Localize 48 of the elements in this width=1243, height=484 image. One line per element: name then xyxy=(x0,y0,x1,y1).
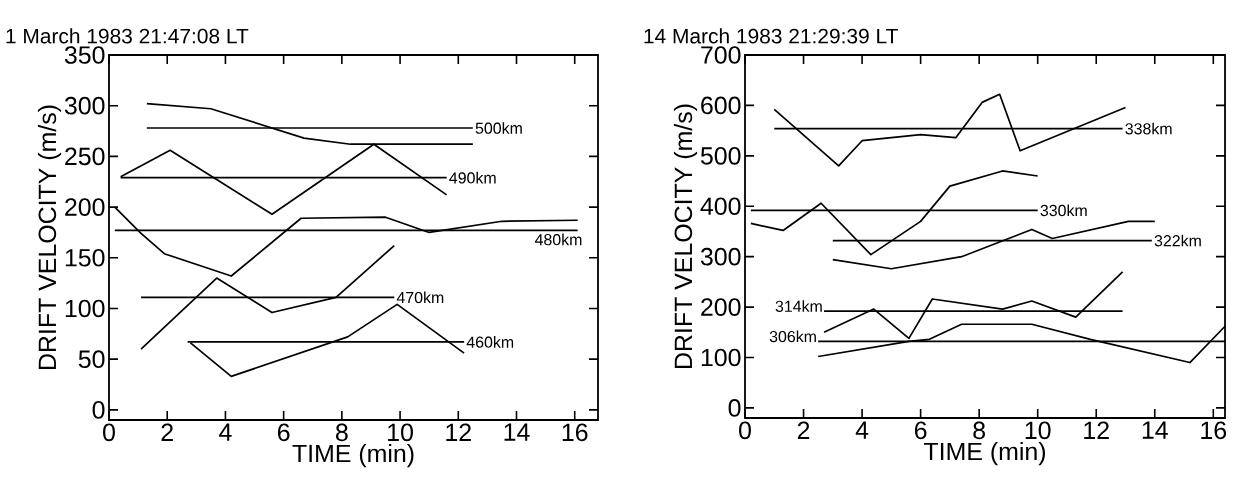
x-tick-label: 10 xyxy=(388,423,413,442)
y-tick-label: 50 xyxy=(78,350,105,368)
x-tick-label: 4 xyxy=(219,423,232,441)
y-tick-label: 400 xyxy=(700,197,741,216)
y-tick-label: 300 xyxy=(64,96,105,115)
annotation: 306km xyxy=(769,330,816,343)
y-tick-label: 200 xyxy=(65,198,105,216)
y-tick-label: 600 xyxy=(701,96,741,115)
chart-title: 14 March 1983 21:29:39 LT xyxy=(644,28,898,44)
y-tick-label: 300 xyxy=(700,247,741,266)
y-tick-label: 100 xyxy=(701,348,741,367)
y-tick-label: 200 xyxy=(701,298,741,316)
y-axis-title: DRIFT VELOCITY (m/s) xyxy=(673,104,698,368)
annotation: 330km xyxy=(1040,204,1087,217)
x-tick-label: 14 xyxy=(1142,421,1168,439)
y-tick-label: 500 xyxy=(700,147,741,165)
annotation: 322km xyxy=(1154,234,1201,247)
chart-title: 1 March 1983 21:47:08 LT xyxy=(6,28,249,44)
y-tick-label: 0 xyxy=(92,401,105,419)
x-axis-title: TIME (min) xyxy=(924,441,1046,466)
x-tick-label: 12 xyxy=(1084,421,1109,439)
annotation: 480km xyxy=(534,233,582,246)
x-tick-label: 2 xyxy=(797,421,810,439)
y-tick-label: 150 xyxy=(65,248,105,267)
x-axis-title: TIME (min) xyxy=(292,443,414,468)
annotation: 470km xyxy=(396,291,444,304)
y-tick-label: 0 xyxy=(728,399,741,417)
x-tick-label: 6 xyxy=(914,421,927,440)
annotation: 338km xyxy=(1125,122,1172,135)
x-tick-label: 14 xyxy=(504,423,530,441)
x-tick-label: 8 xyxy=(973,421,985,440)
x-tick-label: 8 xyxy=(336,423,348,442)
y-tick-label: 700 xyxy=(701,46,741,64)
annotation: 500km xyxy=(475,122,522,134)
x-tick-label: 12 xyxy=(446,423,471,441)
annotation: 460km xyxy=(466,336,514,348)
x-tick-label: 10 xyxy=(1025,421,1051,440)
y-tick-label: 350 xyxy=(64,46,105,64)
x-tick-label: 6 xyxy=(277,423,290,442)
annotation: 314km xyxy=(775,300,822,312)
y-axis-title: DRIFT VELOCITY (m/s) xyxy=(37,105,62,369)
annotation: 490km xyxy=(449,171,496,184)
y-tick-label: 100 xyxy=(65,299,105,318)
x-tick-label: 16 xyxy=(562,423,588,442)
x-tick-label: 4 xyxy=(855,421,869,439)
x-tick-label: 2 xyxy=(161,423,173,441)
x-tick-label: 16 xyxy=(1201,421,1227,440)
y-tick-label: 250 xyxy=(65,147,105,166)
